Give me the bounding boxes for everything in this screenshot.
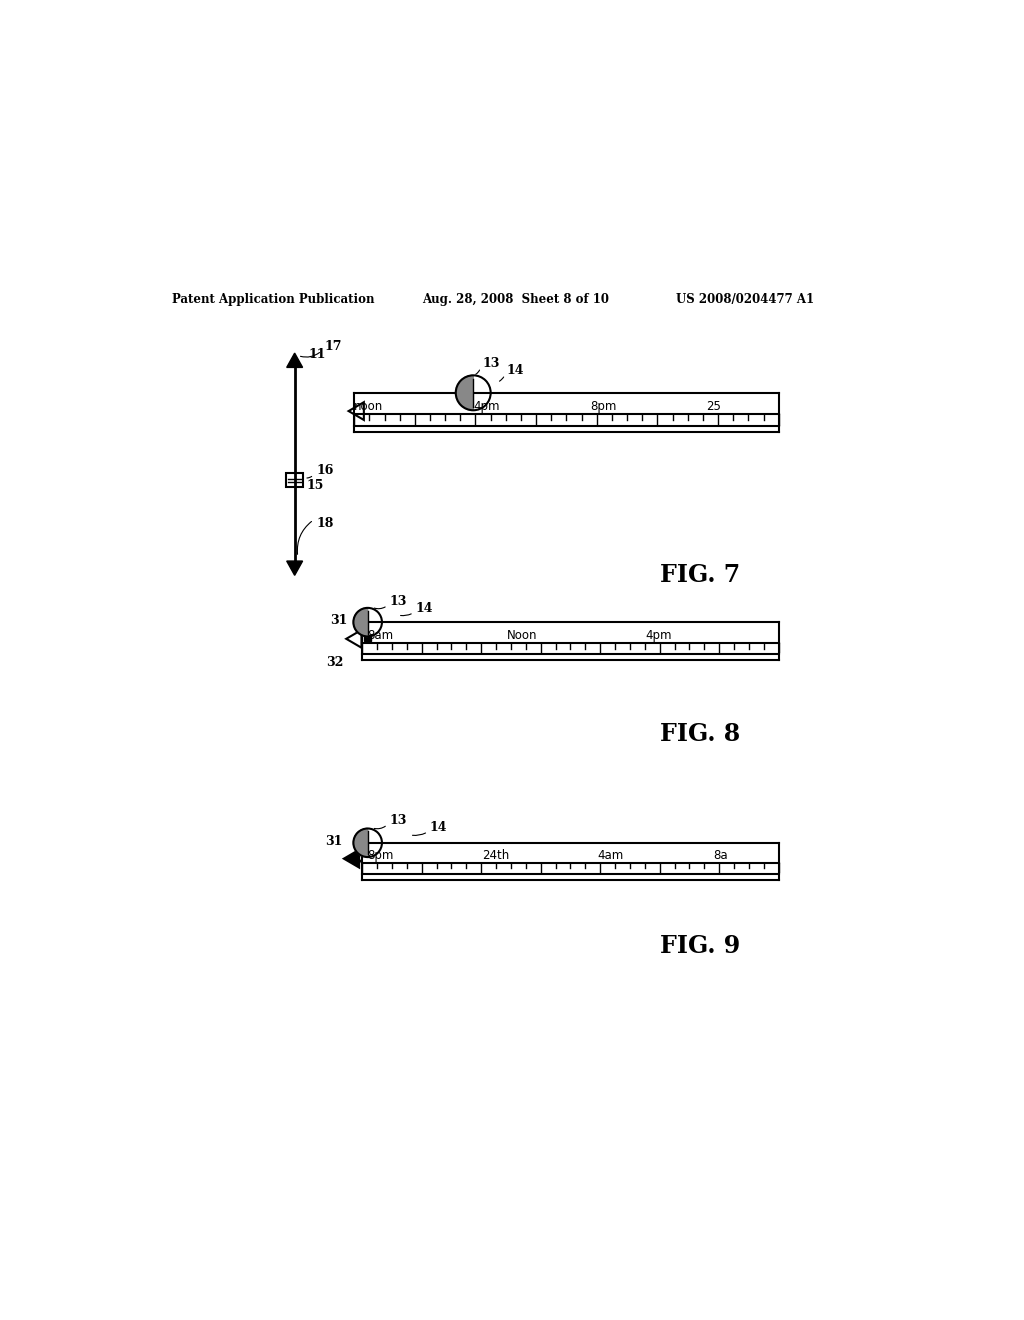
Text: 14: 14 [416,602,433,615]
Text: 8pm: 8pm [590,400,616,413]
Text: 31: 31 [331,614,348,627]
Bar [286,473,303,487]
Text: Noon: Noon [507,630,538,642]
Text: 13: 13 [482,356,500,370]
Text: 4pm: 4pm [645,630,672,642]
Polygon shape [287,561,303,576]
Polygon shape [287,354,303,367]
Text: 13: 13 [390,595,408,609]
Bar [365,635,371,642]
Text: 4am: 4am [598,849,624,862]
Text: 24th: 24th [482,849,509,862]
Text: 18: 18 [316,517,334,531]
Text: noon: noon [354,400,383,413]
Polygon shape [456,375,473,411]
Polygon shape [344,850,359,867]
Polygon shape [353,829,368,857]
Text: 8a: 8a [713,849,727,862]
Text: 4pm: 4pm [473,400,500,413]
Text: 16: 16 [316,465,334,477]
Text: 8pm: 8pm [368,849,394,862]
Text: 15: 15 [306,479,324,492]
Text: Patent Application Publication: Patent Application Publication [172,293,374,306]
Text: FIG. 7: FIG. 7 [659,564,740,587]
Text: 25: 25 [706,400,721,413]
Text: 14: 14 [507,364,524,378]
Text: 11: 11 [309,348,327,362]
Text: FIG. 9: FIG. 9 [659,935,740,958]
Text: 14: 14 [430,821,447,834]
Text: 13: 13 [390,814,408,828]
Text: 32: 32 [327,656,344,669]
Polygon shape [353,609,368,636]
Text: Aug. 28, 2008  Sheet 8 of 10: Aug. 28, 2008 Sheet 8 of 10 [422,293,608,306]
Text: FIG. 8: FIG. 8 [659,722,740,746]
Text: US 2008/0204477 A1: US 2008/0204477 A1 [676,293,814,306]
Text: 8am: 8am [368,630,394,642]
Text: 17: 17 [324,341,342,354]
Text: 31: 31 [325,834,342,847]
